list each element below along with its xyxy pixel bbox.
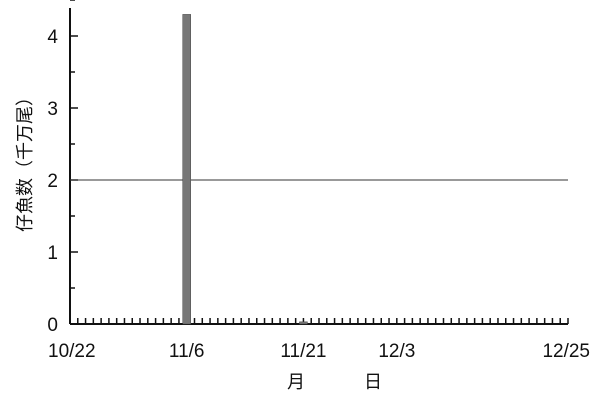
x-tick-label: 12/3 (378, 341, 415, 362)
x-tick-label: 11/21 (280, 341, 326, 362)
x-tick-label: 12/25 (542, 341, 590, 362)
bar (182, 14, 191, 325)
x-axis-title-month: 月 (287, 372, 305, 393)
y-tick-label: 2 (47, 171, 58, 192)
x-tick-label: 10/22 (48, 341, 96, 362)
x-axis-title-day: 日 (364, 372, 382, 393)
plot-area: 0 1 2 3 4 10/22 11/6 11/21 12/3 12/25 (47, 0, 590, 362)
bar (299, 321, 308, 325)
y-tick-label: 0 (47, 315, 58, 336)
y-tick-label: 4 (47, 27, 58, 48)
y-axis-title: 仔魚数（千万尾） (15, 88, 36, 232)
x-tick-label: 11/6 (169, 341, 205, 362)
y-tick-label: 1 (47, 243, 58, 264)
y-tick-label: 3 (47, 99, 58, 120)
